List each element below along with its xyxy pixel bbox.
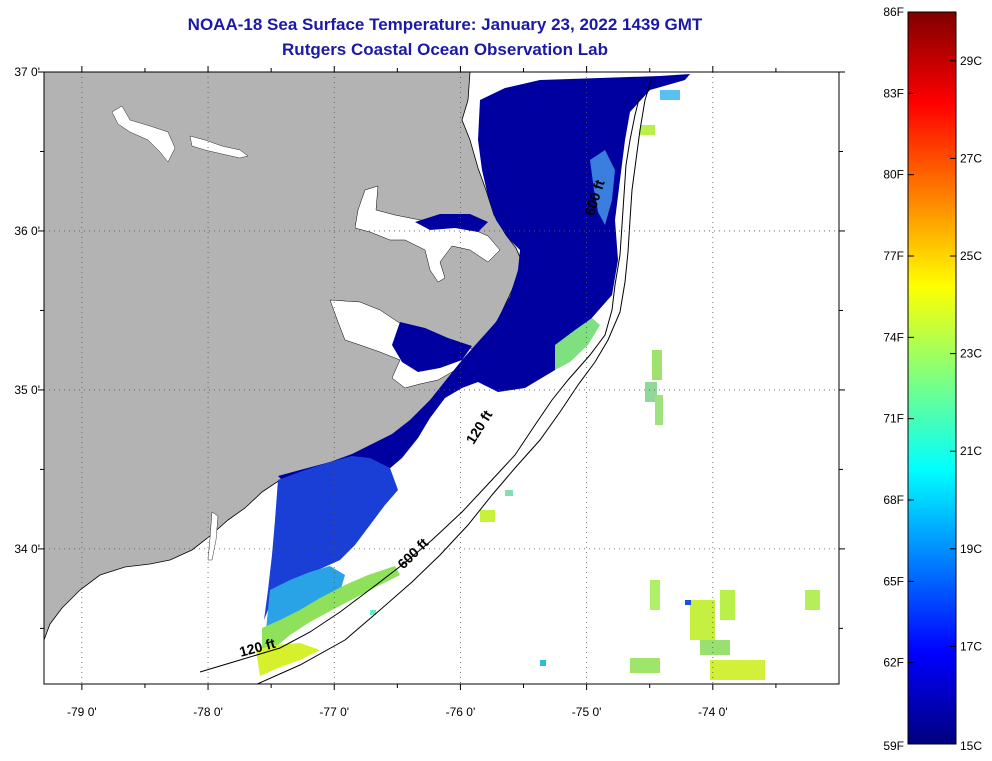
colorbar-f-label: 86F (883, 5, 904, 19)
lat-tick-label: 36 0' (14, 224, 40, 238)
colorbar-c-label: 27C (960, 151, 982, 165)
colorbar-c-label: 23C (960, 347, 982, 361)
sst-cold-water (278, 74, 690, 502)
colorbar-f-label: 74F (883, 330, 904, 344)
colorbar-c-label: 21C (960, 444, 982, 458)
lon-tick-label: -79 0' (67, 705, 97, 719)
graticule (44, 72, 839, 684)
sst-cyan-shelf (266, 566, 345, 630)
colorbar-f-label: 77F (883, 249, 904, 263)
lat-tick-label: 35 0' (14, 383, 40, 397)
map-axes: -79 0' -78 0' -77 0' -76 0' -75 0' -74 0' 37 0… (14, 65, 845, 719)
cape-fear-river (207, 511, 219, 561)
colorbar-f-label: 83F (883, 86, 904, 100)
colorbar-f-label: 59F (883, 739, 904, 753)
colorbar-f-label: 62F (883, 656, 904, 670)
sst-yellow-inshore (256, 643, 320, 676)
sst-green-mid-shelf (555, 318, 600, 370)
colorbar-labels: 86F 83F 80F 77F 74F 71F 68F 65F 62F 59F 29C 27C 25C 2… (883, 5, 982, 753)
colorbar-c-label: 17C (960, 639, 982, 653)
colorbar-f-label: 80F (883, 168, 904, 182)
colorbar (907, 11, 957, 745)
colorbar-c-label: 19C (960, 542, 982, 556)
lat-tick-label: 37 0' (14, 65, 40, 79)
lon-tick-label: -78 0' (193, 705, 223, 719)
colorbar-f-label: 71F (883, 412, 904, 426)
sst-cyan-north-shelf (590, 150, 615, 225)
map-title: NOAA-18 Sea Surface Temperature: January… (187, 15, 703, 34)
sst-cold-water-pamlico (392, 322, 472, 372)
lat-tick-label: 34 0' (14, 542, 40, 556)
lon-tick-label: -75 0' (572, 705, 602, 719)
sst-green-shelf (262, 566, 400, 660)
sst-cold-water-sound (415, 214, 488, 232)
colorbar-c-label: 29C (960, 54, 982, 68)
colorbar-f-label: 65F (883, 574, 904, 588)
contour-120ft (199, 94, 641, 673)
chesapeake-tributary (111, 105, 176, 163)
lon-tick-label: -76 0' (446, 705, 476, 719)
lon-tick-label: -74 0' (698, 705, 728, 719)
albemarle-sound (354, 185, 501, 283)
colorbar-c-label: 25C (960, 249, 982, 263)
colorbar-f-label: 68F (883, 493, 904, 507)
lon-tick-label: -77 0' (319, 705, 349, 719)
james-river (189, 135, 249, 159)
colorbar-c-label: 15C (960, 739, 982, 753)
map-frame (43, 71, 840, 685)
contour-600ft (256, 77, 653, 684)
sst-offshore-patches (370, 90, 820, 680)
map-subtitle: Rutgers Coastal Ocean Observation Lab (282, 40, 608, 59)
